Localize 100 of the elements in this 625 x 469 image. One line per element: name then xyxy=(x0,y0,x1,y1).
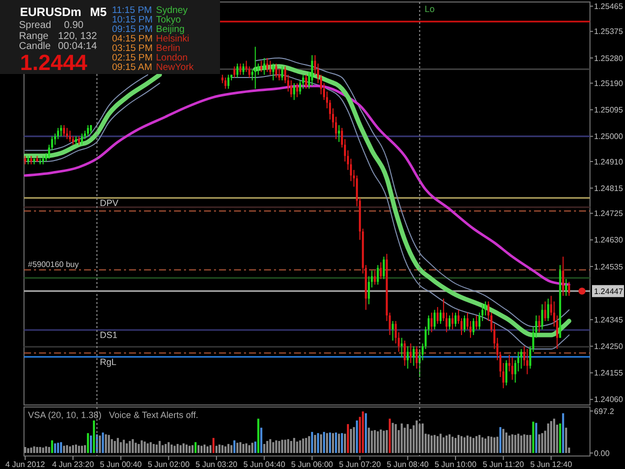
bar xyxy=(454,438,457,453)
y-tick-label: 1.24725 xyxy=(594,209,624,218)
candlestick xyxy=(69,130,72,142)
bar xyxy=(140,440,143,453)
bar xyxy=(48,446,50,453)
bar xyxy=(508,436,510,453)
y-tick-label: 1.25000 xyxy=(594,132,624,142)
bar xyxy=(239,442,242,453)
bar xyxy=(326,433,328,453)
candlestick xyxy=(436,306,439,324)
bar xyxy=(559,423,562,453)
candlestick xyxy=(380,262,382,280)
bar xyxy=(404,428,406,453)
bar xyxy=(102,432,104,453)
candlestick xyxy=(239,63,242,76)
y-tick-label: 1.25375 xyxy=(594,27,624,36)
annotation: 120, 132 xyxy=(58,31,98,42)
annotation: EURUSDm xyxy=(20,5,82,19)
candlestick xyxy=(511,356,514,380)
candlestick xyxy=(448,314,451,330)
candlestick xyxy=(376,264,379,286)
x-tick-label: 5 Jun 04:40 xyxy=(243,460,286,469)
bar xyxy=(406,424,409,453)
bar xyxy=(278,440,280,453)
bar xyxy=(224,446,226,453)
bar xyxy=(266,440,268,453)
bar xyxy=(200,446,203,453)
bar xyxy=(194,442,197,453)
bar xyxy=(78,446,80,453)
candlestick xyxy=(66,127,68,140)
bar xyxy=(164,444,167,453)
candlestick xyxy=(275,63,278,78)
bar xyxy=(446,436,448,453)
bar xyxy=(84,445,86,453)
bar xyxy=(60,442,62,453)
bar xyxy=(517,434,520,453)
annotation: Candle xyxy=(19,41,52,52)
candlestick xyxy=(562,256,564,296)
candlestick xyxy=(260,60,262,72)
bar xyxy=(538,434,540,453)
bar xyxy=(245,443,248,453)
bar xyxy=(104,434,107,453)
bar xyxy=(541,433,544,453)
bar xyxy=(490,436,492,453)
bar xyxy=(320,434,322,453)
bar xyxy=(90,436,92,453)
candlestick xyxy=(520,348,522,370)
bar xyxy=(526,434,528,453)
candlestick xyxy=(311,54,314,86)
bar xyxy=(302,438,304,453)
candlestick xyxy=(338,124,340,142)
bar xyxy=(158,440,161,453)
candlestick xyxy=(305,74,308,90)
annotation: Sydney xyxy=(156,5,188,16)
bar xyxy=(80,446,83,453)
y-tick-label: 1.24630 xyxy=(594,236,624,245)
ref-line-label: RgL xyxy=(100,356,116,367)
candlestick xyxy=(233,66,236,78)
bar xyxy=(180,445,182,453)
x-tick-label: 5 Jun 00:40 xyxy=(100,460,142,469)
bar xyxy=(251,442,254,453)
bar xyxy=(110,439,113,453)
y-tick-label: 1.24910 xyxy=(594,157,624,166)
annotation: 04:15 PM xyxy=(112,34,153,44)
x-tick-label: 5 Jun 07:20 xyxy=(338,460,382,469)
annotation: Range xyxy=(19,31,49,42)
annotation: 00:04:14 xyxy=(58,41,98,52)
bar xyxy=(186,444,188,453)
bar xyxy=(352,427,355,453)
candlestick xyxy=(475,314,478,330)
bar xyxy=(386,430,388,453)
y-tick-label: 1.24815 xyxy=(594,184,624,193)
bar xyxy=(120,442,122,453)
candlestick xyxy=(293,82,296,100)
bar xyxy=(299,440,302,453)
bar xyxy=(442,437,445,453)
ref-line-label: 1.24447 xyxy=(594,286,624,296)
candlestick xyxy=(547,298,550,322)
bar xyxy=(260,428,262,453)
candlestick xyxy=(565,278,568,296)
bar xyxy=(156,444,158,453)
bar xyxy=(305,438,308,453)
candlestick xyxy=(224,77,226,90)
bar xyxy=(356,420,358,453)
bar xyxy=(532,422,534,453)
bar xyxy=(233,440,236,453)
bar xyxy=(206,446,208,453)
candlestick xyxy=(472,318,474,336)
bar xyxy=(170,444,173,453)
x-tick-label: 5 Jun 06:00 xyxy=(291,460,334,469)
y-tick-label: 0.00 xyxy=(594,448,610,458)
bar xyxy=(314,434,316,453)
bar xyxy=(30,448,32,453)
y-tick-label: 1.25095 xyxy=(594,106,624,115)
bar xyxy=(311,432,314,453)
candlestick xyxy=(505,360,508,386)
bar xyxy=(275,440,278,453)
bar xyxy=(51,440,54,453)
bar xyxy=(92,420,95,453)
bar xyxy=(242,444,244,453)
